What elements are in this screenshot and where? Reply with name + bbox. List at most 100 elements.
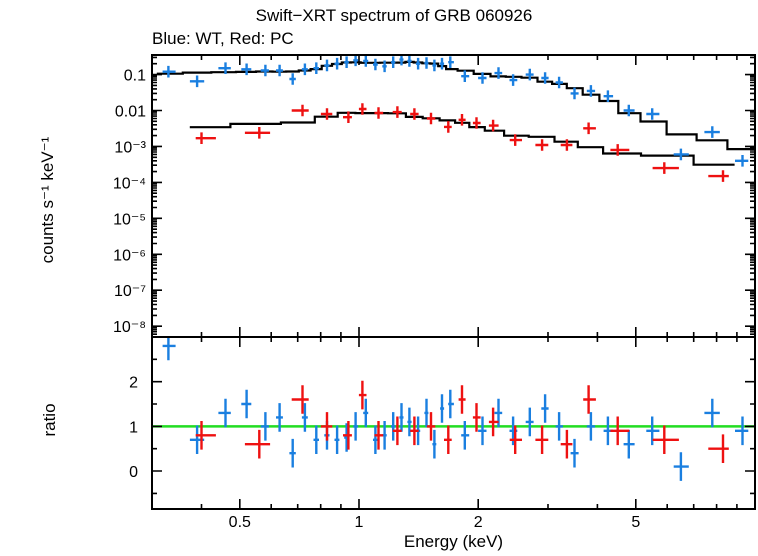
data-point-wt xyxy=(314,62,320,74)
data-point-wt xyxy=(302,64,308,76)
x-tick-label: 1 xyxy=(355,514,364,531)
data-point-pc xyxy=(393,106,402,118)
y-tick-label: 10⁻⁶ xyxy=(113,247,146,264)
data-point-pc xyxy=(245,127,270,139)
data-point-wt xyxy=(424,57,428,69)
data-point-wt xyxy=(461,70,469,82)
data-point-wt xyxy=(478,417,486,446)
data-point-wt xyxy=(335,426,340,455)
data-point-wt xyxy=(674,452,689,481)
data-point-pc xyxy=(444,426,452,455)
data-point-wt xyxy=(190,76,204,88)
data-point-wt xyxy=(353,412,358,441)
y-tick-label: 2 xyxy=(129,375,138,392)
data-point-wt xyxy=(571,88,579,100)
ratio-panel: 0 1 2 xyxy=(129,337,755,509)
data-point-wt xyxy=(526,408,534,437)
data-point-wt xyxy=(324,60,329,72)
data-point-pc xyxy=(292,385,309,414)
data-point-wt xyxy=(416,58,420,70)
x-tick-label: 5 xyxy=(631,514,640,531)
data-point-pc xyxy=(196,132,216,144)
axis-ticks xyxy=(152,55,755,337)
data-point-wt xyxy=(735,155,748,167)
y-axis-label-counts: counts s⁻¹ keV⁻¹ xyxy=(38,130,58,270)
data-point-wt xyxy=(373,59,378,71)
data-point-wt xyxy=(424,399,428,428)
x-tick-label: 0.5 xyxy=(229,514,251,531)
data-point-pc xyxy=(410,108,418,120)
data-point-wt xyxy=(241,390,251,419)
data-point-pc xyxy=(653,162,679,174)
data-point-wt xyxy=(407,55,411,67)
data-point-pc xyxy=(708,434,729,463)
data-point-wt xyxy=(432,430,436,459)
data-point-wt xyxy=(556,77,563,89)
data-point-wt xyxy=(624,105,635,117)
data-point-wt xyxy=(587,412,595,441)
y-tick-label: 10⁻⁸ xyxy=(113,319,146,336)
ratio-frame xyxy=(152,337,755,509)
data-point-pc xyxy=(375,107,384,119)
data-point-wt xyxy=(448,56,454,68)
axis-ticks xyxy=(152,337,755,509)
data-point-wt xyxy=(624,430,635,459)
spectrum-figure: 0.1 0.01 10⁻³ 10⁻⁴ 10⁻⁵ 10⁻⁶ 10⁻⁷ 10⁻⁸0 1 2 0.5 1 2 5 xyxy=(0,0,758,556)
data-point-wt xyxy=(335,58,340,70)
data-point-pc xyxy=(444,121,452,133)
series-wt xyxy=(163,337,749,481)
data-point-wt xyxy=(541,394,548,423)
data-point-pc xyxy=(583,123,596,135)
data-point-wt xyxy=(674,149,689,161)
data-point-pc xyxy=(535,426,548,455)
y-tick-label: 10⁻⁵ xyxy=(113,211,146,228)
data-point-pc xyxy=(427,113,435,125)
data-point-wt xyxy=(704,126,719,138)
data-point-wt xyxy=(314,426,320,455)
data-point-wt xyxy=(735,417,748,446)
data-point-pc xyxy=(459,385,466,414)
data-point-wt xyxy=(261,65,269,77)
data-point-pc xyxy=(708,170,729,182)
y-tick-label: 1 xyxy=(129,419,138,436)
spectrum-frame xyxy=(152,55,755,337)
data-point-wt xyxy=(363,55,368,67)
data-point-wt xyxy=(163,337,176,360)
data-point-wt xyxy=(440,394,444,423)
data-point-wt xyxy=(363,399,368,428)
data-point-wt xyxy=(276,65,283,77)
data-point-pc xyxy=(583,385,596,414)
data-point-wt xyxy=(391,412,395,441)
data-point-pc xyxy=(321,412,332,441)
data-point-wt xyxy=(261,412,269,441)
data-point-wt xyxy=(432,60,436,72)
data-point-wt xyxy=(440,58,444,70)
spectrum-panel: 0.1 0.01 10⁻³ 10⁻⁴ 10⁻⁵ 10⁻⁶ 10⁻⁷ 10⁻⁸ xyxy=(113,55,755,337)
data-point-wt xyxy=(289,439,295,468)
y-tick-label: 10⁻⁴ xyxy=(113,175,146,192)
data-point-pc xyxy=(535,139,548,151)
y-tick-label: 10⁻³ xyxy=(114,139,146,156)
data-point-wt xyxy=(448,390,454,419)
data-point-pc xyxy=(321,108,332,120)
data-point-wt xyxy=(391,56,395,68)
data-point-wt xyxy=(556,412,563,441)
y-axis-label-ratio: ratio xyxy=(40,390,60,450)
data-point-wt xyxy=(344,56,349,68)
data-point-wt xyxy=(373,426,378,455)
data-point-wt xyxy=(399,55,403,65)
x-axis-label: Energy (keV) xyxy=(152,532,755,552)
chart-title: Swift−XRT spectrum of GRB 060926 xyxy=(0,6,758,26)
y-tick-label: 0.01 xyxy=(115,104,146,121)
data-point-wt xyxy=(353,55,358,66)
data-point-wt xyxy=(704,399,719,428)
data-point-wt xyxy=(241,64,251,76)
y-tick-label: 0 xyxy=(129,464,138,481)
y-tick-label: 0.1 xyxy=(124,68,146,85)
data-point-pc xyxy=(610,417,629,446)
chart-subtitle: Blue: WT, Red: PC xyxy=(152,29,294,49)
data-point-wt xyxy=(646,108,659,120)
data-point-wt xyxy=(289,73,295,85)
y-tick-label: 10⁻⁷ xyxy=(114,283,146,300)
data-point-wt xyxy=(163,66,176,78)
